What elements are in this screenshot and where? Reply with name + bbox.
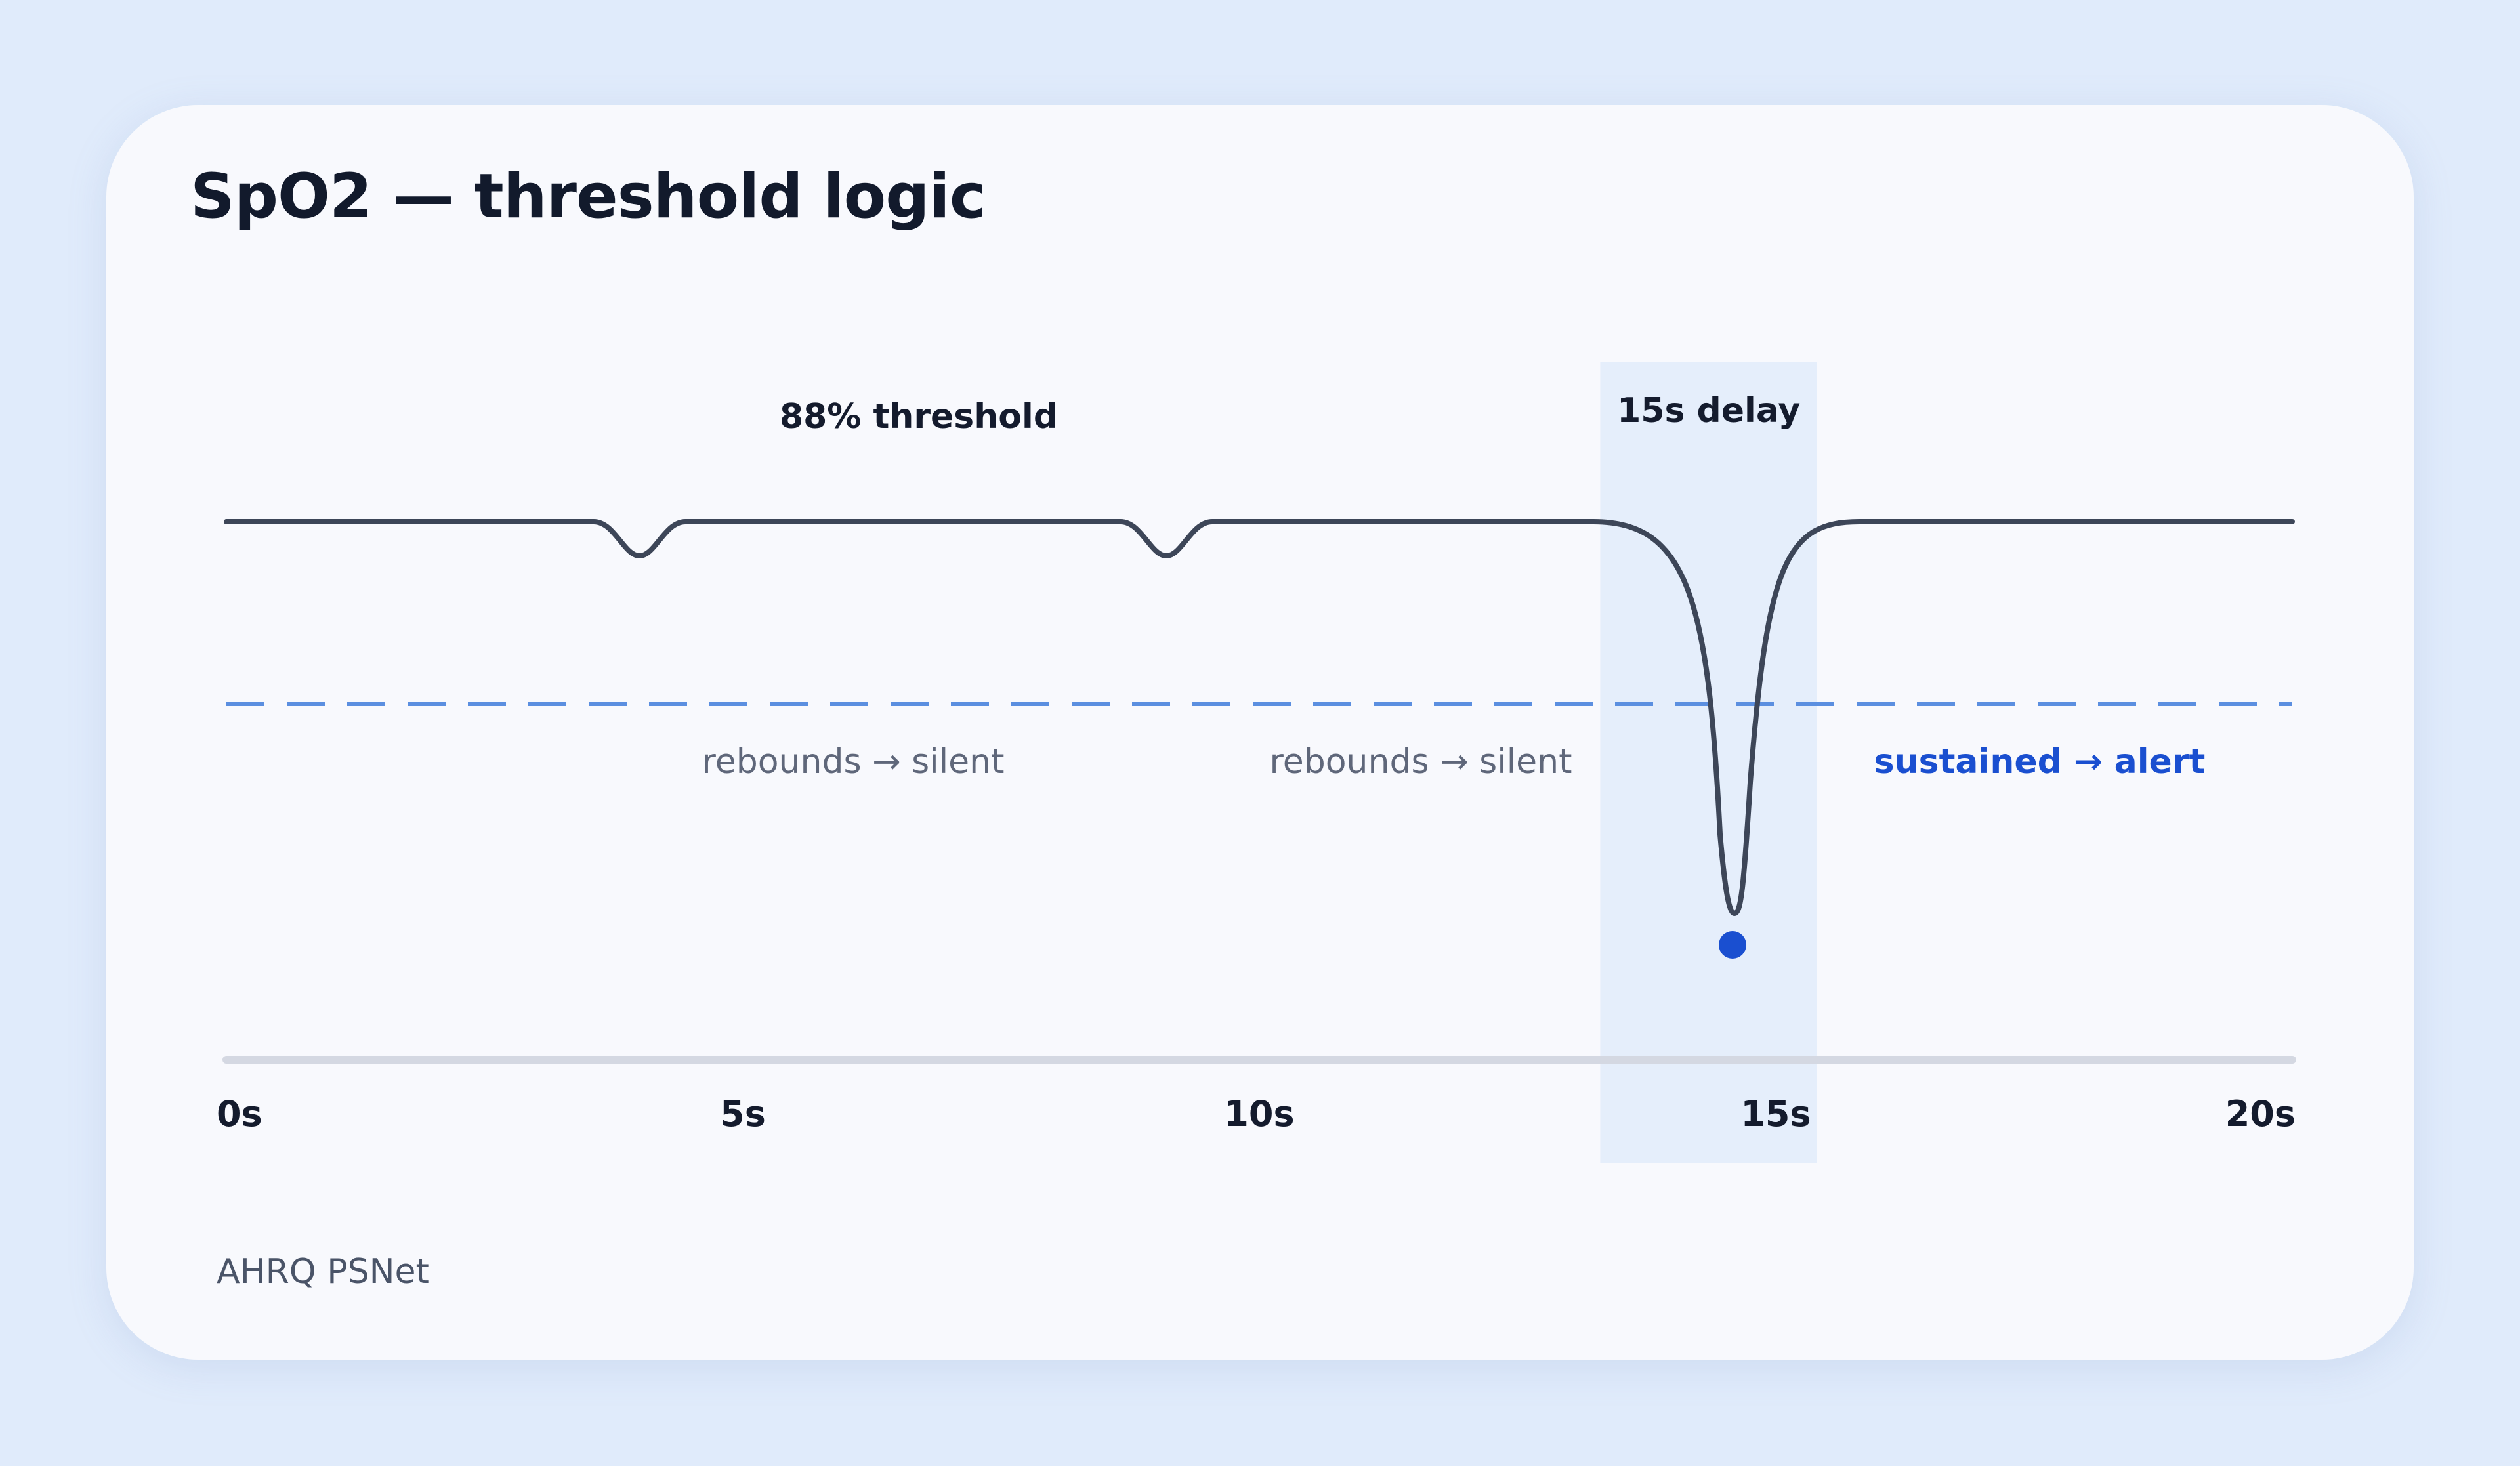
event-label-3: sustained → alert [1874,742,2206,782]
x-tick-label: 20s [2225,1093,2296,1135]
page-title: SpO2 — threshold logic [190,161,986,232]
chart-card [106,105,2414,1360]
source-credit: AHRQ PSNet [217,1252,429,1291]
x-tick-label: 5s [720,1093,766,1135]
x-tick-label: 0s [217,1093,262,1135]
delay-window-band [1600,362,1817,1163]
spo2-signal-line [224,519,2295,916]
event-label-1: rebounds → silent [702,742,1004,782]
delay-window-label: 15s delay [1617,391,1800,430]
event-label-2: rebounds → silent [1269,742,1572,782]
threshold-label: 88% threshold [780,397,1058,436]
alert-marker [1719,931,1747,959]
x-tick-label: 10s [1224,1093,1294,1135]
x-tick-label: 15s [1740,1093,1811,1135]
